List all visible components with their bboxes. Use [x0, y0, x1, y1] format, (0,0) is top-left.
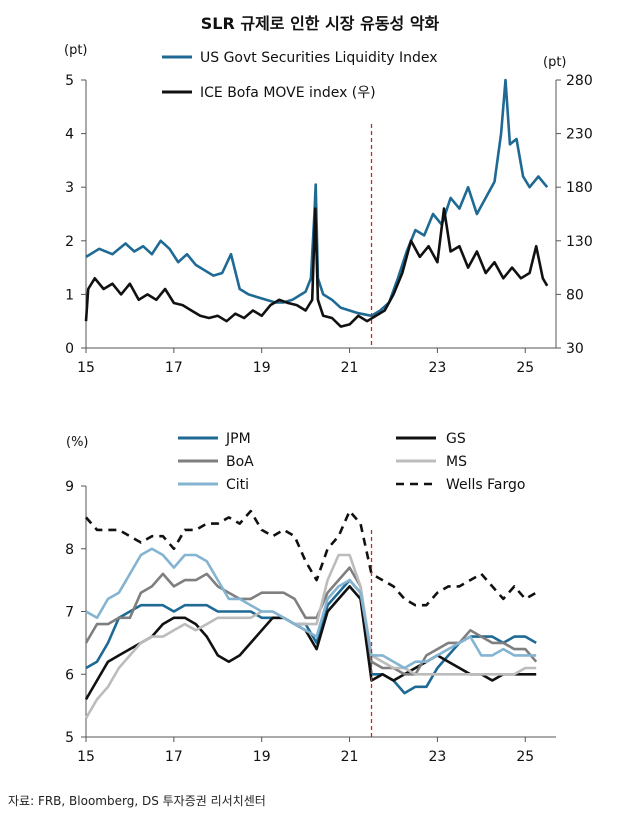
x-tick-label: 25: [516, 360, 534, 376]
legend-label-move: ICE Bofa MOVE index (우): [200, 85, 376, 101]
legend-label-gs: GS: [446, 431, 466, 447]
series-line-citi: [85, 547, 537, 670]
series-line-ice-bofa-move-index: [84, 207, 549, 328]
x-tick-label: 25: [516, 749, 534, 765]
y-tick-label: 3: [65, 180, 74, 196]
x-tick-label: 19: [253, 749, 271, 765]
y2-tick-label: 30: [566, 341, 584, 357]
y-tick-label: 5: [65, 73, 74, 89]
y-tick-label: 7: [65, 605, 74, 621]
legend-label-liquidity: US Govt Securities Liquidity Index: [200, 50, 438, 66]
left-unit-label-bottom: (%): [66, 435, 89, 450]
x-tick-label: 19: [253, 360, 271, 376]
x-tick-label: 21: [341, 360, 359, 376]
plot-area-bottom: 5 6 7 8 9 15 17 19 21 23 25: [65, 479, 556, 765]
y-tick-label: 2: [65, 234, 74, 250]
y-tick-label: 1: [65, 287, 74, 303]
x-tick-label: 15: [77, 749, 95, 765]
legend-label-ms: MS: [446, 454, 467, 470]
x-tick-label: 17: [165, 360, 183, 376]
y-tick-label: 9: [65, 479, 74, 495]
chart-title: SLR 규제로 인한 시장 유동성 악화: [200, 14, 440, 33]
legend-bottom: JPM BoA Citi GS MS Wells Fargo: [178, 431, 525, 493]
series-line-boa: [84, 566, 538, 676]
series-line-ms: [84, 553, 537, 719]
legend-label-jpm: JPM: [225, 431, 251, 447]
y2-tick-label: 280: [566, 73, 593, 89]
x-tick-label: 23: [428, 360, 446, 376]
series-line-gs: [84, 585, 537, 701]
source-note: 자료: FRB, Bloomberg, DS 투자증권 리서치센터: [8, 794, 266, 808]
legend-label-citi: Citi: [226, 477, 249, 493]
y2-tick-label: 130: [566, 234, 593, 250]
legend: US Govt Securities Liquidity Index ICE B…: [162, 50, 438, 101]
y-tick-label: 6: [65, 667, 74, 683]
legend-label-wells-fargo: Wells Fargo: [446, 477, 525, 493]
x-tick-label: 15: [77, 360, 95, 376]
y2-tick-label: 80: [566, 287, 584, 303]
y-tick-label: 5: [65, 730, 74, 746]
y-tick-label: 4: [65, 127, 74, 143]
legend-label-boa: BoA: [226, 454, 254, 470]
x-tick-label: 17: [165, 749, 183, 765]
chart-bottom: (%) 5 6 7 8 9 15 17 19 21 23 25 JPM BoA Citi GS MS…: [65, 431, 556, 765]
left-unit-label: (pt): [64, 43, 88, 58]
y-tick-label: 8: [65, 542, 74, 558]
series-line-wells-fargo: [85, 509, 537, 607]
x-tick-label: 21: [341, 749, 359, 765]
y-tick-label: 0: [65, 341, 74, 357]
y2-tick-label: 230: [566, 127, 593, 143]
x-tick-label: 23: [428, 749, 446, 765]
right-unit-label: (pt): [543, 55, 567, 70]
y2-tick-label: 180: [566, 180, 593, 196]
